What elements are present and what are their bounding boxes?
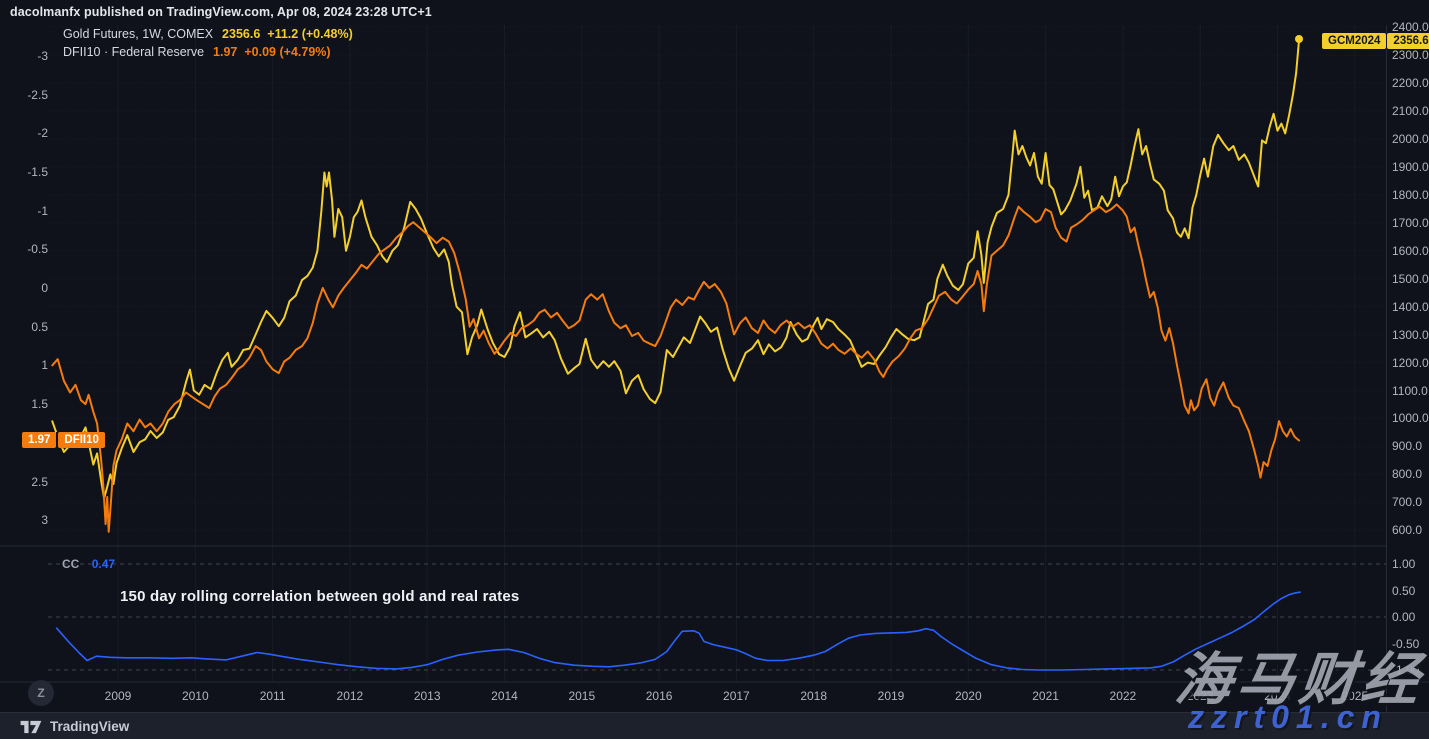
time-axis-label: 2014 (491, 689, 518, 703)
gold-flag-divider (1386, 33, 1388, 49)
legend-row-dfii: DFII10 · Federal Reserve 1.97 +0.09 (+4.79… (63, 45, 331, 59)
cc-axis-label: 1.00 (1392, 557, 1416, 571)
dfii-flag-value: 1.97 (22, 432, 57, 448)
footer-bar: TradingView (0, 712, 1429, 739)
watermark-site-url: zzrt01.cn (1188, 699, 1388, 735)
dfii-price-flag: 1.97 DFII10 (22, 432, 105, 448)
time-axis-label: 2021 (1032, 689, 1059, 703)
dfii-flag-divider (56, 432, 59, 448)
price-axis-label: 1900.0 (1392, 159, 1429, 174)
time-axis-label: 2025 (1341, 689, 1369, 703)
gold-flag-symbol: GCM2024 (1322, 33, 1387, 49)
gold-flag-price: 2356.6 (1387, 33, 1429, 49)
rate-axis-label: -1 (37, 203, 48, 218)
price-axis-label: 800.0 (1392, 467, 1423, 482)
rate-axis-label: -2 (37, 126, 48, 141)
time-axis-label: 2024 (1264, 689, 1291, 703)
cc-indicator-legend: CC 0.47 (62, 557, 115, 571)
gold-last-price-dot (1295, 35, 1304, 44)
price-axis-label: 2000.0 (1392, 131, 1429, 146)
tradingview-brand-link[interactable]: TradingView (20, 718, 129, 736)
price-axis-label: 1500.0 (1392, 271, 1429, 286)
tradingview-logo-icon (20, 720, 42, 733)
legend-dfii-name: DFII10 · Federal Reserve (63, 45, 205, 59)
attribution-text: dacolmanfx published on TradingView.com,… (10, 5, 432, 19)
time-axis-label: 2015 (568, 689, 596, 703)
time-axis-label: 2020 (954, 689, 982, 703)
time-axis-label: 2010 (181, 689, 209, 703)
cc-axis-label: 0.50 (1392, 583, 1416, 598)
cc-indicator-label: CC (62, 557, 80, 571)
cc-indicator-value: 0.47 (91, 557, 116, 571)
price-axis-label: 1600.0 (1392, 243, 1429, 258)
time-axis-label: 2019 (877, 689, 905, 703)
rate-axis-label: -3 (37, 48, 48, 63)
rate-axis-label: 1 (41, 358, 48, 373)
time-axis-label: 2011 (259, 689, 286, 703)
price-axis-label: 1800.0 (1392, 187, 1429, 202)
rate-axis-label: -1.5 (27, 164, 48, 179)
rate-axis-label: 3 (41, 513, 48, 528)
time-axis-label: 2018 (800, 689, 828, 703)
tradingview-wordmark: TradingView (50, 719, 130, 734)
legend-dfii-change: +0.09 (+4.79%) (244, 45, 331, 59)
price-axis-label: 1000.0 (1392, 411, 1429, 426)
price-axis-label: 2100.0 (1392, 104, 1429, 119)
price-axis-label: 900.0 (1392, 439, 1423, 454)
rate-axis-label: 1.5 (31, 397, 48, 412)
legend-gold-name: Gold Futures, 1W, COMEX (63, 27, 214, 41)
rate-axis-label: 0.5 (31, 319, 48, 334)
legend-dfii-value: 1.97 (213, 45, 238, 59)
cc-axis-label: -0.50 (1392, 636, 1420, 651)
rate-axis-label: -0.5 (27, 242, 48, 257)
price-axis-label: 2300.0 (1392, 48, 1429, 63)
price-axis-label: 700.0 (1392, 495, 1423, 510)
dfii10-line (51, 203, 1301, 533)
rate-axis-label: 0 (41, 281, 48, 295)
price-axis-label: 600.0 (1392, 523, 1423, 538)
price-axis-label: 1300.0 (1392, 327, 1429, 342)
price-axis-label: 2400.0 (1392, 20, 1429, 35)
dfii-flag-symbol: DFII10 (58, 432, 105, 448)
time-axis-label: 2012 (336, 689, 364, 703)
gold-futures-line (51, 38, 1301, 500)
time-axis-label: 2016 (645, 689, 673, 703)
price-axis-label: 1200.0 (1392, 355, 1429, 370)
gold-price-flag: GCM2024 2356.6 (1322, 33, 1429, 49)
correlation-line (55, 591, 1301, 671)
time-axis-label: 2023 (1186, 689, 1214, 703)
legend-gold-change: +11.2 (+0.48%) (267, 27, 353, 41)
legend-row-gold: Gold Futures, 1W, COMEX 2356.6 +11.2 (+0.4… (63, 27, 353, 41)
timezone-badge[interactable]: Z (28, 680, 54, 706)
time-axis-label: 2013 (413, 689, 441, 703)
price-axis-label: 1700.0 (1392, 215, 1429, 230)
rate-axis-label: 2.5 (31, 474, 48, 489)
cc-axis-label: 0.00 (1392, 610, 1416, 624)
legend-gold-value: 2356.6 (222, 27, 261, 41)
rate-axis-label: -2.5 (27, 87, 48, 102)
time-axis-label: 2009 (104, 689, 132, 703)
cc-axis-label: -1.00 (1392, 663, 1420, 677)
price-axis-label: 2200.0 (1392, 76, 1429, 91)
correlation-annotation: 150 day rolling correlation between gold… (120, 588, 520, 605)
time-axis-label: 2022 (1109, 689, 1137, 703)
time-axis-label: 2017 (723, 689, 750, 703)
price-axis-label: 1100.0 (1392, 383, 1428, 398)
price-axis-label: 1400.0 (1392, 299, 1429, 314)
